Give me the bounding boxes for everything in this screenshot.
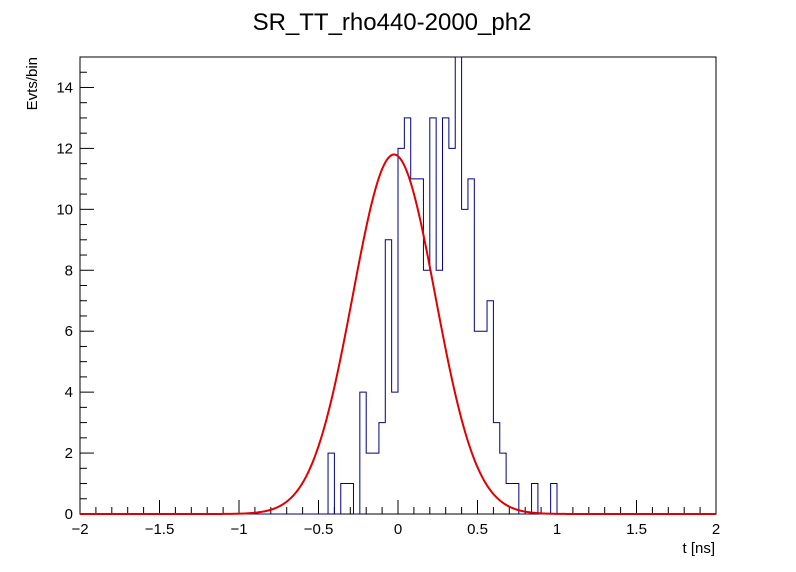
y-tick-label: 10	[56, 201, 73, 218]
histogram-layer	[80, 56, 716, 515]
y-tick-label: 6	[65, 323, 73, 340]
y-tick-label: 12	[56, 140, 73, 157]
histogram-outline	[80, 56, 716, 515]
chart-title: SR_TT_rho440-2000_ph2	[253, 9, 532, 36]
y-axis-ticks: 0 2 4 6 8 10 12 14	[56, 56, 94, 523]
x-tick-label: 0.5	[467, 521, 488, 538]
x-tick-label: −1.5	[145, 521, 175, 538]
x-axis-label: t [ns]	[682, 540, 715, 557]
y-tick-label: 8	[65, 262, 73, 279]
x-axis-ticks: −2 −1.5 −1 −0.5 0 0.5 1 1.5 2	[71, 500, 720, 538]
x-tick-label: −2	[71, 521, 88, 538]
y-tick-label: 2	[65, 445, 73, 462]
y-tick-label: 0	[65, 506, 73, 523]
x-tick-label: −1	[230, 521, 247, 538]
y-axis-label: Evts/bin	[24, 57, 41, 110]
x-tick-label: 1	[553, 521, 561, 538]
x-tick-label: 0	[394, 521, 402, 538]
x-tick-label: −0.5	[304, 521, 334, 538]
y-tick-label: 4	[65, 384, 73, 401]
x-tick-label: 1.5	[626, 521, 647, 538]
fit-layer	[80, 153, 716, 515]
x-tick-label: 2	[712, 521, 720, 538]
y-tick-label: 14	[56, 79, 73, 96]
gaussian-fit-curve	[80, 153, 716, 515]
